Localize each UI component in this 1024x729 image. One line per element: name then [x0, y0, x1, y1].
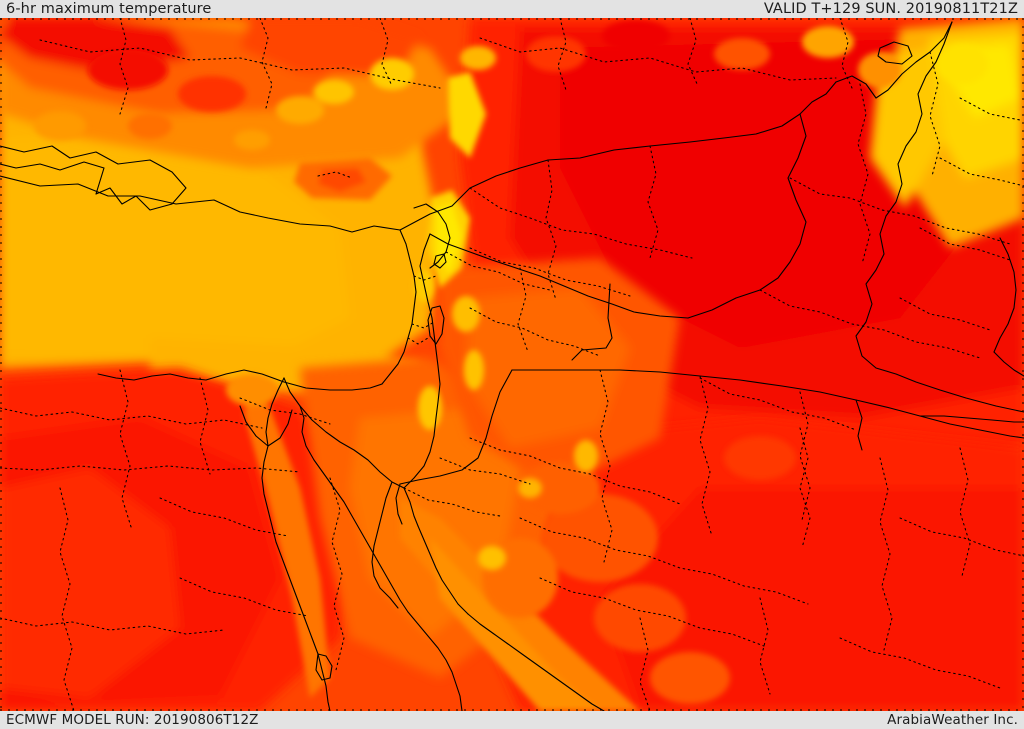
- header-bar: 6-hr maximum temperature VALID T+129 SUN…: [0, 0, 1024, 18]
- temperature-field: [0, 18, 1024, 711]
- page-title: 6-hr maximum temperature: [6, 1, 212, 17]
- administrative-boundaries: [0, 18, 1024, 711]
- temperature-contour-map[interactable]: [0, 18, 1024, 711]
- temperature-map[interactable]: [0, 18, 1024, 711]
- footer-bar: ECMWF MODEL RUN: 20190806T12Z ArabiaWeat…: [0, 711, 1024, 729]
- model-run-label: ECMWF MODEL RUN: 20190806T12Z: [6, 712, 259, 728]
- attribution-label: ArabiaWeather Inc.: [887, 712, 1018, 728]
- map-boundaries: [0, 21, 1024, 711]
- valid-time-label: VALID T+129 SUN. 20190811T21Z: [763, 1, 1018, 17]
- map-tick-frame: [0, 18, 1024, 711]
